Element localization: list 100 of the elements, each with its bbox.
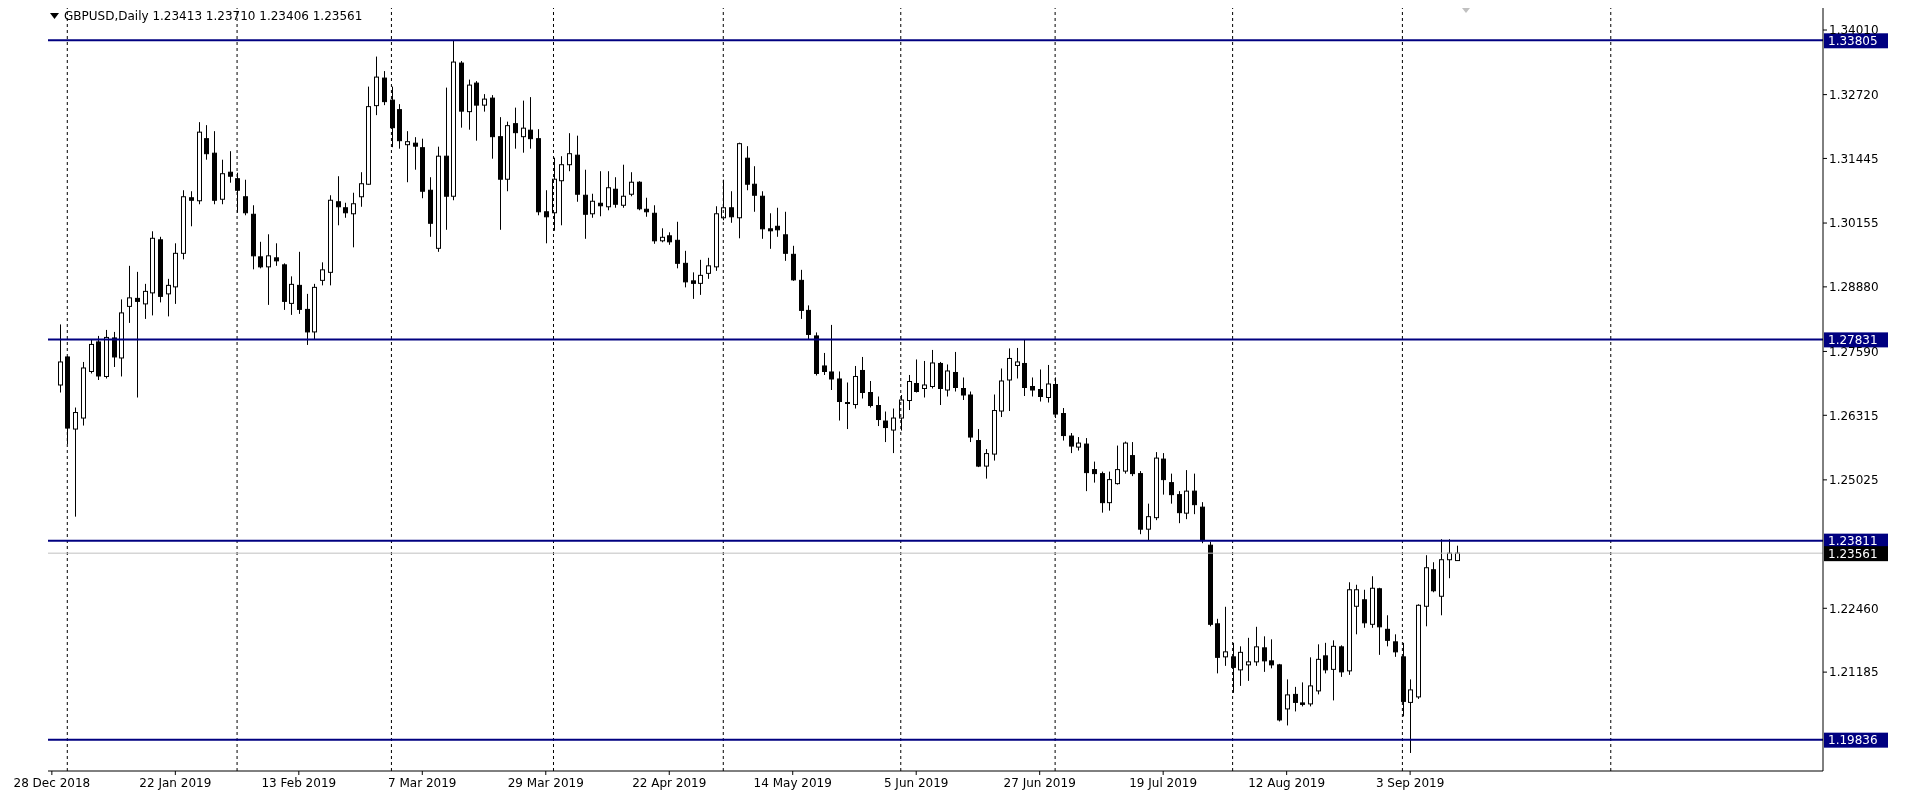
ref-line-label: 1.23561 (1828, 546, 1878, 561)
candlestick (590, 193, 595, 219)
x-tick-label: 27 Jun 2019 (1003, 776, 1076, 790)
y-tick-label: 1.32720 (1829, 87, 1879, 102)
candlestick (768, 212, 773, 250)
candlestick (1238, 645, 1243, 687)
candlestick (1262, 635, 1267, 673)
candlestick (1269, 638, 1274, 669)
candlestick (1293, 686, 1298, 712)
candlestick (683, 250, 688, 288)
y-tick-label: 1.25025 (1829, 473, 1879, 488)
candlestick (891, 408, 896, 454)
candlestick (1308, 656, 1313, 707)
candlestick (405, 130, 410, 183)
candlestick (359, 171, 364, 208)
x-tick-label: 22 Jan 2019 (139, 776, 212, 790)
candlestick (1408, 678, 1413, 754)
candlestick (775, 207, 780, 238)
candlestick (1038, 368, 1043, 403)
candlestick (837, 370, 842, 422)
candlestick (907, 374, 912, 411)
y-tick-label: 1.22460 (1829, 601, 1879, 616)
candlestick (706, 257, 711, 280)
candlestick (1130, 441, 1135, 477)
ref-line-label: 1.19836 (1828, 733, 1878, 748)
candlestick (204, 124, 209, 161)
candlestick (320, 261, 325, 286)
candlestick (1007, 347, 1012, 412)
candlestick (606, 170, 611, 211)
candlestick (1169, 473, 1174, 505)
candlestick (258, 241, 263, 269)
candlestick (922, 360, 927, 399)
candlestick (567, 132, 572, 172)
candlestick (1362, 589, 1367, 629)
candlestick (336, 175, 341, 226)
candlestick (266, 233, 271, 306)
candlestick (868, 380, 873, 409)
x-tick-label: 19 Jul 2019 (1129, 776, 1198, 790)
candlestick (528, 96, 533, 150)
candlestick (1177, 490, 1182, 524)
candlestick (1030, 376, 1035, 398)
candlestick (729, 190, 734, 224)
candlestick (544, 189, 549, 244)
candlestick (1223, 606, 1228, 667)
candlestick (1323, 642, 1328, 674)
candlestick (58, 323, 63, 393)
candlestick (135, 271, 140, 399)
y-tick-label: 1.27590 (1829, 344, 1879, 359)
candlestick (1184, 469, 1189, 520)
candlestick (1431, 561, 1436, 593)
candlestick (73, 407, 78, 518)
candlestick (521, 100, 526, 154)
y-tick-label: 1.21185 (1829, 665, 1879, 680)
candlestick (1192, 473, 1197, 515)
candlestick (1069, 432, 1074, 454)
candlestick (228, 150, 233, 184)
candlestick (930, 349, 935, 389)
x-tick-label: 22 Apr 2019 (632, 776, 707, 790)
candlestick (413, 136, 418, 171)
candlestick (127, 265, 132, 324)
candlestick (1107, 471, 1112, 512)
candlestick (629, 171, 634, 197)
candlestick (845, 381, 850, 430)
candlestick (1161, 452, 1166, 496)
ref-line-label: 1.33805 (1828, 33, 1878, 48)
candlestick (860, 356, 865, 400)
candlestick (1061, 407, 1066, 442)
candlestick (876, 396, 881, 427)
y-tick-label: 1.26315 (1829, 408, 1879, 423)
y-tick-label: 1.28880 (1829, 280, 1879, 295)
candlestick (613, 176, 618, 209)
x-tick-label: 28 Dec 2018 (13, 776, 91, 790)
candlestick (1046, 364, 1051, 404)
x-tick-label: 14 May 2019 (753, 776, 832, 790)
candlestick (1331, 639, 1336, 701)
candlestick (822, 352, 827, 376)
candlestick (1015, 347, 1020, 379)
candlestick (883, 411, 888, 443)
candlestick (698, 259, 703, 296)
candlestick (474, 80, 479, 142)
y-tick-label: 1.31445 (1829, 151, 1879, 166)
candlestick (351, 192, 356, 248)
x-tick-label: 13 Feb 2019 (261, 776, 337, 790)
candlestick (1285, 678, 1290, 726)
candlestick (621, 164, 626, 209)
candlestick (961, 376, 966, 401)
candlestick (513, 107, 518, 150)
candlestick (914, 358, 919, 393)
candlestick (1092, 461, 1097, 484)
candlestick (783, 211, 788, 262)
candlestick (112, 331, 117, 368)
chart-title: GBPUSD,Daily 1.23413 1.23710 1.23406 1.23561 (64, 9, 363, 23)
ref-line-label: 1.27831 (1828, 332, 1878, 347)
candlestick (829, 324, 834, 391)
candlestick (752, 165, 757, 213)
candlestick (143, 283, 148, 320)
candlestick (166, 278, 171, 317)
candlestick (1254, 626, 1259, 667)
candlestick (289, 275, 294, 316)
candlestick (305, 293, 310, 346)
